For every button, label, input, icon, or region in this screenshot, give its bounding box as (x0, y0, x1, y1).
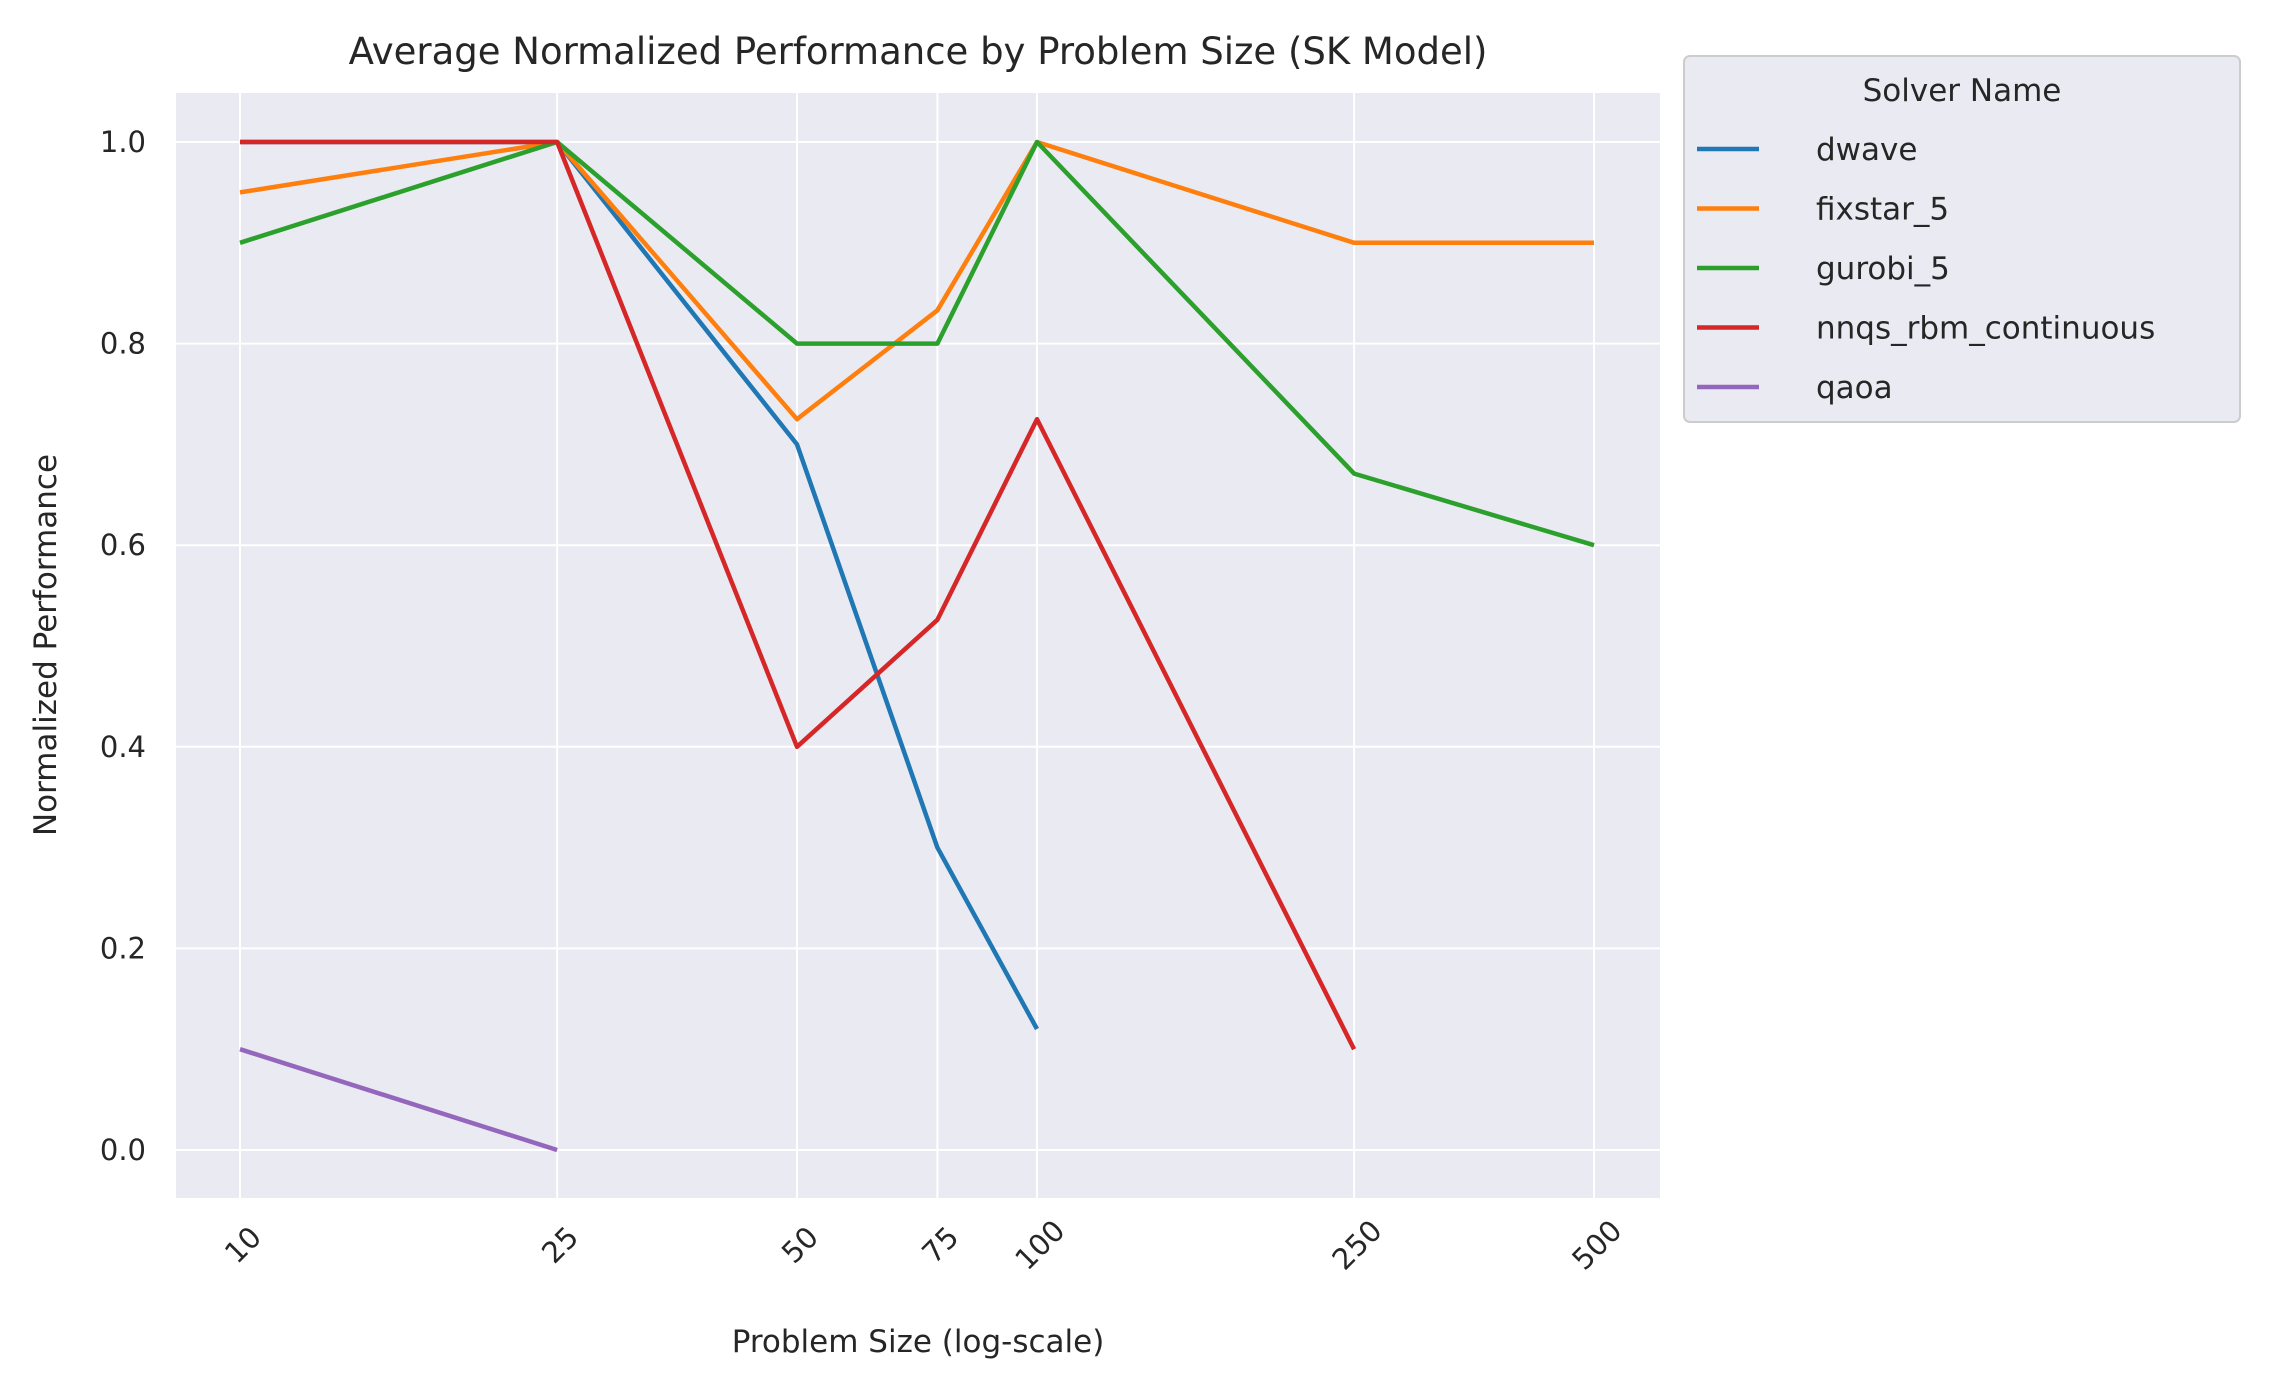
plot-area (176, 93, 1660, 1198)
y-tick-label: 0.2 (100, 931, 146, 965)
legend: Solver Name dwave fixstar_5 gurobi_5 nnqs_r… (1683, 55, 2241, 423)
y-tick-label: 0.4 (100, 730, 146, 764)
legend-title: Solver Name (1863, 73, 2062, 109)
legend-label: nnqs_rbm_continuous (1816, 311, 2155, 347)
y-axis-label: Normalized Performance (28, 454, 64, 836)
x-tick-label: 250 (1325, 1213, 1388, 1276)
chart-title: Average Normalized Performance by Proble… (349, 30, 1488, 73)
legend-box (1683, 55, 2241, 423)
x-tick-label: 500 (1565, 1213, 1628, 1276)
y-tick-label: 0.0 (100, 1133, 146, 1167)
x-axis-label: Problem Size (log-scale) (732, 1324, 1105, 1360)
x-tick-label: 100 (1008, 1213, 1071, 1276)
x-tick-label: 25 (535, 1220, 585, 1270)
x-tick-label: 10 (218, 1220, 268, 1270)
x-tick-label: 75 (915, 1220, 965, 1270)
series-line-nnqs-rbm-continuous (240, 139, 1357, 1051)
y-tick-label: 0.6 (100, 528, 146, 562)
series-line-qaoa (239, 1047, 558, 1153)
y-tick-label: 1.0 (100, 125, 146, 159)
grid-lines (176, 93, 1660, 1198)
legend-items: dwave fixstar_5 gurobi_5 nnqs_rbm_continuou… (1697, 132, 2155, 406)
x-tick-label: 50 (775, 1220, 825, 1270)
legend-label: dwave (1816, 132, 1917, 168)
legend-label: gurobi_5 (1816, 251, 1950, 287)
legend-label: qaoa (1816, 370, 1893, 406)
legend-label: fixstar_5 (1816, 192, 1949, 228)
y-tick-label: 0.8 (100, 327, 146, 361)
series-lines (239, 139, 1595, 1153)
